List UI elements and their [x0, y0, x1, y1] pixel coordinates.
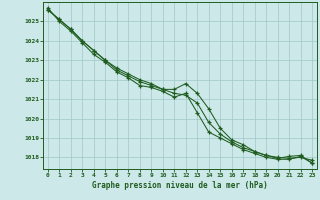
X-axis label: Graphe pression niveau de la mer (hPa): Graphe pression niveau de la mer (hPa) [92, 181, 268, 190]
